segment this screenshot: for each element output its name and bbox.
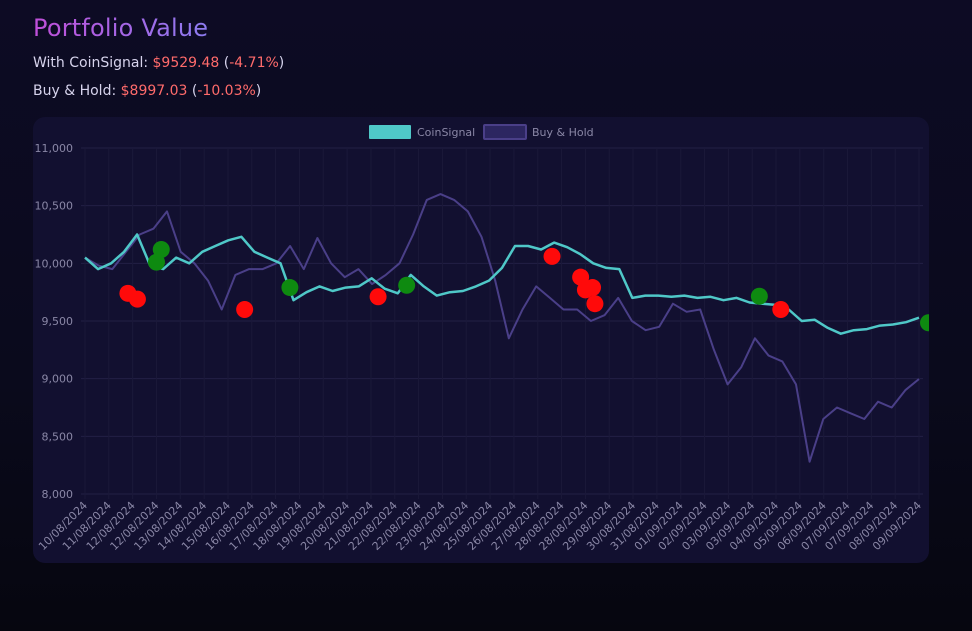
y-tick-label: 8,000 bbox=[42, 488, 74, 501]
coinsignal-paren-close: ) bbox=[278, 55, 285, 71]
signal-markers bbox=[119, 240, 929, 332]
coinsignal-pct: -4.71% bbox=[229, 55, 279, 71]
coinsignal-value: $9529.48 bbox=[152, 55, 220, 71]
legend-swatch-hold[interactable] bbox=[483, 124, 527, 140]
hold-value: $8997.03 bbox=[120, 83, 188, 99]
sell-signal-marker bbox=[369, 288, 387, 306]
coinsignal-stat: With CoinSignal: $9529.48 (-4.71%) bbox=[33, 55, 284, 71]
coinsignal-label: With CoinSignal: bbox=[33, 55, 149, 71]
buy-signal-marker bbox=[920, 314, 929, 332]
y-tick-label: 9,000 bbox=[42, 373, 74, 386]
sell-signal-marker bbox=[772, 300, 790, 318]
sell-signal-marker bbox=[543, 247, 561, 265]
hold-paren-close: ) bbox=[255, 83, 262, 99]
sell-signal-marker bbox=[584, 279, 602, 297]
buy-signal-marker bbox=[750, 287, 768, 305]
buy-signal-marker bbox=[147, 253, 165, 271]
portfolio-chart: 8,000 8,500 9,000 9,500 10,000 10,500 11,000 1… bbox=[35, 124, 929, 553]
buy-signal-marker bbox=[281, 279, 299, 297]
legend-label-hold[interactable]: Buy & Hold bbox=[532, 126, 594, 139]
sell-signal-marker bbox=[128, 290, 146, 308]
y-axis: 8,000 8,500 9,000 9,500 10,000 10,500 11,000 bbox=[35, 142, 74, 501]
hold-stat: Buy & Hold: $8997.03 (-10.03%) bbox=[33, 83, 261, 99]
chart-lines bbox=[84, 193, 920, 463]
y-tick-label: 9,500 bbox=[42, 315, 74, 328]
coinsignal-paren-open: ( bbox=[223, 55, 230, 71]
chart-legend[interactable]: CoinSignal Buy & Hold bbox=[369, 124, 594, 140]
legend-label-coinsignal[interactable]: CoinSignal bbox=[417, 126, 475, 139]
y-tick-label: 11,000 bbox=[35, 142, 74, 155]
chart-grid bbox=[81, 147, 923, 499]
buy-signal-marker bbox=[398, 276, 416, 294]
sell-signal-marker bbox=[586, 295, 604, 313]
x-axis: 10/08/202411/08/202412/08/202412/08/2024… bbox=[36, 499, 924, 553]
y-tick-label: 10,000 bbox=[35, 257, 74, 270]
legend-swatch-coinsignal[interactable] bbox=[369, 125, 411, 139]
y-tick-label: 8,500 bbox=[42, 430, 74, 443]
hold-paren-open: ( bbox=[191, 83, 198, 99]
chart-card: 8,000 8,500 9,000 9,500 10,000 10,500 11,000 1… bbox=[33, 117, 929, 563]
series-line-hold bbox=[84, 193, 920, 463]
page-title: Portfolio Value bbox=[33, 14, 209, 42]
hold-label: Buy & Hold: bbox=[33, 83, 117, 99]
sell-signal-marker bbox=[236, 300, 254, 318]
hold-pct: -10.03% bbox=[197, 83, 256, 99]
y-tick-label: 10,500 bbox=[35, 200, 74, 213]
